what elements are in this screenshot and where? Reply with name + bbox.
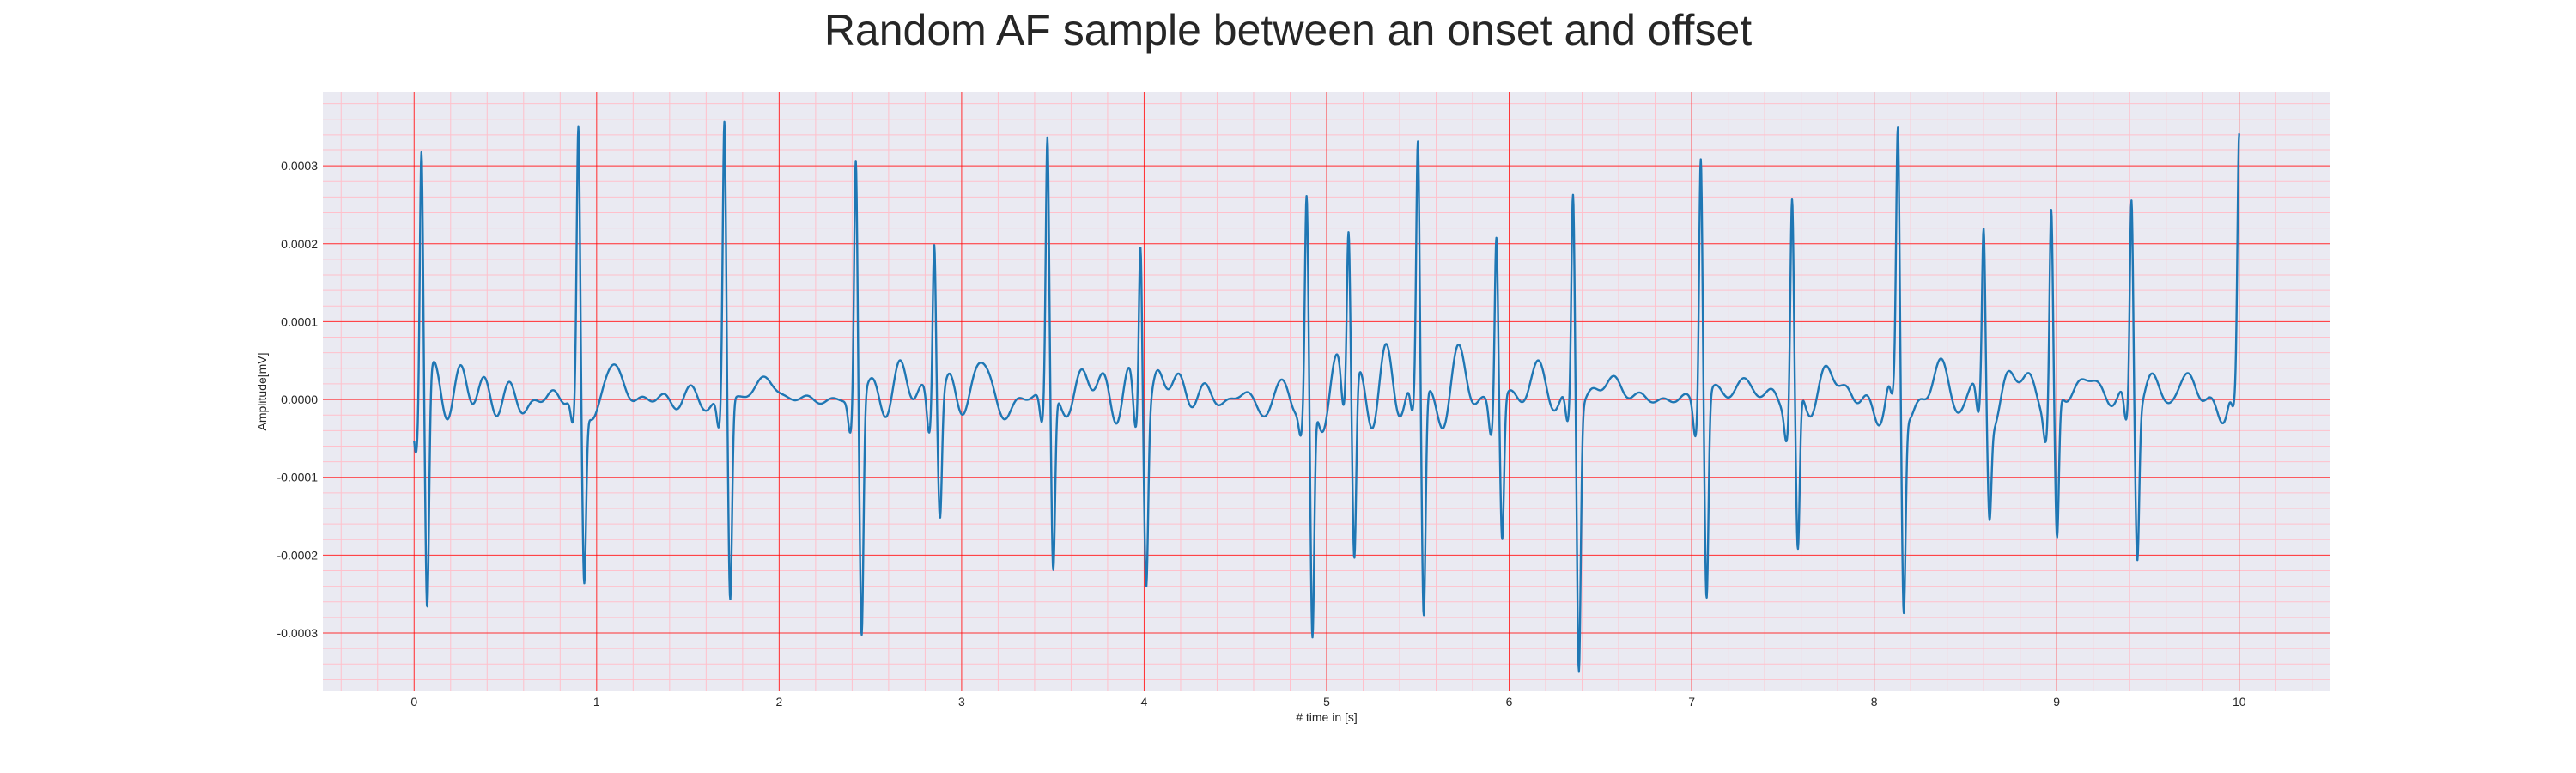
y-tick-label: -0.0003 bbox=[277, 626, 319, 640]
x-tick-label: 0 bbox=[410, 695, 417, 709]
x-tick-label: 7 bbox=[1688, 695, 1695, 709]
x-tick-label: 1 bbox=[593, 695, 600, 709]
x-tick-label: 4 bbox=[1141, 695, 1148, 709]
y-tick-labels: -0.0003 -0.0002 -0.0001 0.0000 0.0001 0.0002 0… bbox=[277, 159, 319, 640]
x-tick-label: 9 bbox=[2053, 695, 2060, 709]
x-axis-label: # time in [s] bbox=[1296, 710, 1358, 724]
series-line-ecg bbox=[413, 120, 2240, 673]
x-tick-label: 3 bbox=[958, 695, 965, 709]
major-gridlines bbox=[323, 92, 2330, 691]
chart-title: Random AF sample between an onset and of… bbox=[823, 6, 1753, 54]
x-tick-label: 2 bbox=[775, 695, 782, 709]
y-axis-label: Amplitude[mV] bbox=[255, 352, 269, 430]
y-tick-label: 0.0000 bbox=[281, 393, 318, 406]
y-tick-label: -0.0002 bbox=[277, 548, 319, 562]
x-tick-label: 10 bbox=[2233, 695, 2246, 709]
x-tick-label: 6 bbox=[1506, 695, 1513, 709]
x-tick-label: 8 bbox=[1871, 695, 1878, 709]
y-tick-label: 0.0002 bbox=[281, 237, 318, 251]
y-tick-label: -0.0001 bbox=[277, 471, 319, 484]
x-tick-label: 5 bbox=[1323, 695, 1330, 709]
x-tick-labels: 0 1 2 3 4 5 6 7 8 9 10 bbox=[410, 695, 2245, 709]
y-tick-label: 0.0003 bbox=[281, 159, 318, 173]
y-tick-label: 0.0001 bbox=[281, 314, 318, 328]
